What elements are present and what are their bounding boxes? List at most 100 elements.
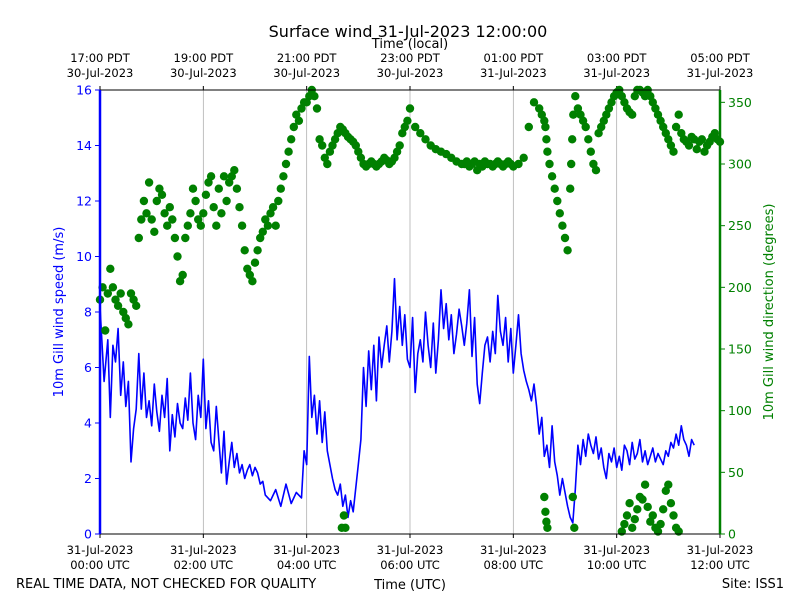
direction-point-1-2 (101, 326, 110, 335)
direction-point-1-122 (416, 129, 425, 138)
direction-point-2-15 (633, 505, 642, 514)
right-y-axis-label: 10m Gill wind direction (degrees) (762, 204, 777, 421)
direction-point-1-213 (674, 110, 683, 119)
direction-point-1-163 (550, 184, 559, 193)
direction-point-1-71 (279, 172, 288, 181)
top-tick-label-time-1: 19:00 PDT (174, 51, 235, 65)
direction-point-1-24 (157, 190, 167, 199)
top-tick-label-time-6: 05:00 PDT (690, 51, 751, 65)
right-y-axis-ticks: 0 50 100 150 200 250 300 350 (720, 95, 752, 542)
direction-point-1-30 (173, 252, 182, 261)
top-axis-label: Time (local) (371, 37, 448, 52)
footer-site-label: Site: ISS1 (722, 577, 784, 592)
left-tick-label-2: 4 (84, 416, 92, 431)
direction-point-1-75 (289, 122, 298, 132)
direction-point-2-24 (656, 519, 665, 529)
direction-point-1-18 (142, 209, 151, 218)
direction-point-1-120 (405, 104, 415, 113)
direction-point-1-222 (697, 135, 707, 144)
direction-point-1-28 (168, 215, 177, 224)
direction-point-1-44 (209, 203, 218, 212)
direction-point-2-2 (341, 523, 350, 532)
direction-point-1-48 (219, 172, 229, 181)
direction-point-1-195 (628, 110, 637, 119)
direction-point-1-167 (560, 233, 570, 243)
direction-point-1-84 (312, 104, 322, 113)
direction-point-1-53 (232, 184, 242, 193)
direction-point-1-217 (684, 141, 694, 150)
direction-point-1-45 (212, 221, 221, 230)
direction-point-1-16 (137, 215, 146, 224)
top-tick-label-date-1: 30-Jul-2023 (170, 66, 237, 80)
direction-point-1-72 (281, 159, 291, 169)
direction-point-1-70 (276, 184, 285, 193)
left-tick-label-1: 2 (84, 471, 92, 486)
direction-point-1-158 (541, 122, 550, 132)
x-tick-label-date-5: 31-Jul-2023 (583, 543, 650, 557)
x-tick-label-time-1: 02:00 UTC (174, 558, 234, 572)
direction-point-1-212 (671, 122, 681, 132)
top-tick-label-time-0: 17:00 PDT (70, 51, 131, 65)
direction-point-2-29 (669, 511, 678, 520)
direction-point-1-52 (230, 166, 239, 175)
x-tick-label-time-4: 08:00 UTC (484, 558, 544, 572)
direction-point-1-60 (250, 258, 260, 267)
top-tick-label-date-3: 30-Jul-2023 (377, 66, 444, 80)
direction-point-1-161 (545, 159, 554, 169)
direction-point-1-179 (586, 147, 595, 156)
direction-point-2-3 (540, 492, 549, 502)
top-tick-label-time-5: 03:00 PDT (587, 51, 648, 65)
direction-point-1-220 (692, 145, 701, 154)
direction-point-1-162 (547, 172, 557, 181)
left-tick-label-4: 8 (84, 305, 92, 320)
direction-point-1-8 (116, 289, 125, 298)
direction-point-2-10 (620, 519, 629, 529)
left-tick-label-6: 12 (76, 194, 92, 209)
x-tick-label-time-5: 10:00 UTC (587, 558, 647, 572)
x-tick-label-date-0: 31-Jul-2023 (67, 543, 134, 557)
x-tick-label-time-3: 06:00 UTC (380, 558, 440, 572)
direction-point-1-166 (558, 221, 567, 230)
direction-point-1-173 (571, 92, 580, 101)
right-tick-label-4: 200 (728, 280, 752, 295)
x-axis-label: Time (UTC) (373, 578, 446, 593)
top-tick-label-date-5: 31-Jul-2023 (583, 66, 650, 80)
direction-point-1-177 (581, 122, 590, 132)
direction-point-1-164 (553, 196, 562, 206)
direction-point-1-169 (566, 184, 575, 193)
left-tick-label-3: 6 (84, 360, 92, 375)
direction-point-1-34 (183, 221, 192, 230)
direction-point-2-17 (638, 495, 647, 504)
direction-point-1-181 (591, 166, 601, 175)
direction-point-1-19 (144, 178, 154, 187)
direction-point-1-37 (191, 196, 200, 206)
series-line-wind-speed (99, 277, 695, 524)
direction-point-1-77 (294, 116, 304, 126)
direction-point-1-170 (567, 159, 576, 169)
direction-point-1-46 (214, 184, 223, 193)
direction-point-1-168 (563, 246, 572, 255)
direction-point-1-69 (274, 196, 283, 206)
left-y-axis-label: 10m Gill wind speed (m/s) (52, 227, 67, 398)
direction-point-1-68 (271, 221, 280, 230)
direction-point-2-8 (570, 523, 579, 532)
direction-point-1-165 (555, 209, 564, 218)
direction-point-1-151 (514, 159, 523, 169)
direction-point-1-47 (217, 209, 226, 218)
left-tick-label-5: 10 (76, 249, 92, 264)
left-tick-label-7: 14 (76, 138, 92, 153)
direction-point-1-39 (196, 221, 205, 230)
left-y-axis-ticks: 0 2 4 6 8 10 12 14 16 (76, 83, 100, 542)
right-tick-label-6: 300 (728, 157, 752, 172)
right-tick-label-3: 150 (728, 342, 752, 357)
direction-point-1-154 (529, 98, 539, 107)
direction-point-2-19 (643, 502, 652, 512)
direction-point-2-18 (640, 480, 650, 489)
top-tick-label-time-3: 23:00 PDT (380, 51, 441, 65)
x-tick-label-date-6: 31-Jul-2023 (687, 543, 754, 557)
top-tick-label-time-2: 21:00 PDT (277, 51, 338, 65)
direction-point-1-65 (263, 221, 273, 230)
series-layer (95, 85, 725, 536)
right-tick-label-0: 0 (728, 527, 736, 542)
